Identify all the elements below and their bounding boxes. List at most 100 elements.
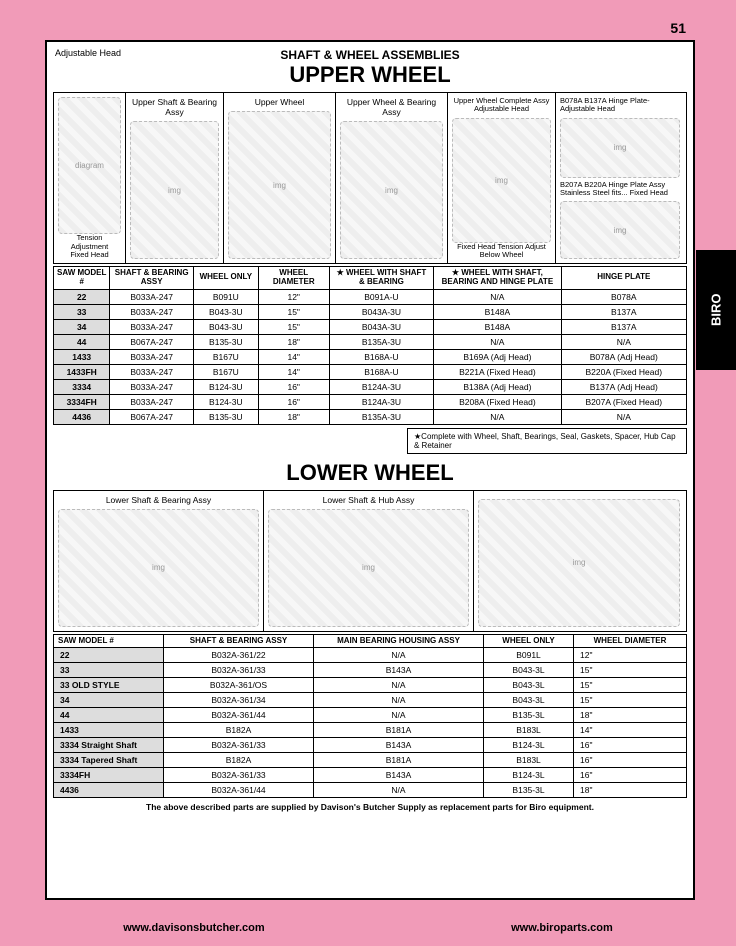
link-biroparts[interactable]: www.biroparts.com xyxy=(511,922,613,934)
cell-label: Lower Shaft & Bearing Assy xyxy=(106,495,211,505)
table-cell: B220A (Fixed Head) xyxy=(561,364,686,379)
table-cell: N/A xyxy=(561,334,686,349)
table-cell: 3334 Tapered Shaft xyxy=(54,753,164,768)
table-cell: B143A xyxy=(314,768,484,783)
table-cell: 1433 xyxy=(54,349,110,364)
table-row: 34B032A-361/34N/AB043-3L15" xyxy=(54,693,687,708)
table-cell: B043-3L xyxy=(484,678,574,693)
table-row: 1433B182AB181AB183L14" xyxy=(54,723,687,738)
table-cell: B033A-247 xyxy=(110,289,194,304)
col-saw-model: SAW MODEL # xyxy=(54,634,164,648)
table-cell: B148A xyxy=(434,304,561,319)
table-cell: 15" xyxy=(574,693,687,708)
table-cell: 16" xyxy=(258,394,329,409)
upper-image-row: diagram Tension Adjustment Fixed Head Up… xyxy=(53,92,687,264)
upper-shaft-bearing-cell: Upper Shaft & Bearing Assy img xyxy=(126,93,224,263)
table-cell: 14" xyxy=(258,364,329,379)
table-cell: B207A (Fixed Head) xyxy=(561,394,686,409)
table-row: 3334B033A-247B124-3U16"B124A-3UB138A (Ad… xyxy=(54,379,687,394)
table-cell: N/A xyxy=(561,409,686,424)
table-cell: B067A-247 xyxy=(110,409,194,424)
diagram-adjustable-fixed-head: diagram Tension Adjustment Fixed Head xyxy=(54,93,126,263)
table-cell: B043-3U xyxy=(193,319,258,334)
disclaimer-note: The above described parts are supplied b… xyxy=(53,802,687,812)
col-hinge-plate: HINGE PLATE xyxy=(561,267,686,290)
table-cell: B032A-361/33 xyxy=(164,738,314,753)
table-cell: B183L xyxy=(484,723,574,738)
side-tab-biro: BIRO xyxy=(696,250,736,370)
lower-wheel-table: SAW MODEL # SHAFT & BEARING ASSY MAIN BE… xyxy=(53,634,687,799)
col-wheel-diameter: WHEEL DIAMETER xyxy=(574,634,687,648)
col-wheel-shaft-bearing-hinge: ★ WHEEL WITH SHAFT, BEARING AND HINGE PL… xyxy=(434,267,561,290)
upper-footnote: ★Complete with Wheel, Shaft, Bearings, S… xyxy=(407,428,687,454)
table-cell: 4436 xyxy=(54,409,110,424)
table-cell: 18" xyxy=(258,334,329,349)
table-cell: B135-3L xyxy=(484,783,574,798)
link-davisons[interactable]: www.davisonsbutcher.com xyxy=(123,922,264,934)
lower-image-row: Lower Shaft & Bearing Assy img Lower Sha… xyxy=(53,490,687,632)
table-cell: 3334 xyxy=(54,379,110,394)
table-cell: B137A (Adj Head) xyxy=(561,379,686,394)
table-cell: 16" xyxy=(258,379,329,394)
lower-shaft-bearing-cell: Lower Shaft & Bearing Assy img xyxy=(54,491,264,631)
table-row: 3334 Straight ShaftB032A-361/33B143AB124… xyxy=(54,738,687,753)
table-cell: 16" xyxy=(574,768,687,783)
cell-label: Upper Wheel xyxy=(255,97,305,107)
table-cell: B043A-3U xyxy=(329,319,433,334)
table-cell: 1433FH xyxy=(54,364,110,379)
table-cell: B183L xyxy=(484,753,574,768)
table-cell: B124A-3U xyxy=(329,394,433,409)
table-cell: B078A (Adj Head) xyxy=(561,349,686,364)
table-cell: B091A-U xyxy=(329,289,433,304)
cell-label: Upper Wheel Complete Assy Adjustable Hea… xyxy=(452,97,551,114)
table-cell: B032A-361/22 xyxy=(164,648,314,663)
cell-label: Lower Shaft & Hub Assy xyxy=(323,495,415,505)
table-cell: B033A-247 xyxy=(110,319,194,334)
lower-shaft-hub-icon: img xyxy=(268,509,469,627)
table-cell: 16" xyxy=(574,738,687,753)
lower-wheel-icon: img xyxy=(478,499,680,627)
table-cell: B124-3U xyxy=(193,379,258,394)
table-cell: B124-3L xyxy=(484,768,574,783)
table-cell: B043-3L xyxy=(484,663,574,678)
table-cell: B032A-361/33 xyxy=(164,768,314,783)
table-cell: B032A-361/33 xyxy=(164,663,314,678)
fixed-head-note: Fixed Head Tension Adjust Below Wheel xyxy=(452,243,551,260)
table-row: 44B067A-247B135-3U18"B135A-3UN/AN/A xyxy=(54,334,687,349)
table-cell: B067A-247 xyxy=(110,334,194,349)
table-cell: 44 xyxy=(54,708,164,723)
table-cell: B078A xyxy=(561,289,686,304)
table-row: 22B033A-247B091U12"B091A-UN/AB078A xyxy=(54,289,687,304)
table-cell: B168A-U xyxy=(329,349,433,364)
table-cell: B169A (Adj Head) xyxy=(434,349,561,364)
table-cell: 15" xyxy=(574,678,687,693)
col-wheel-shaft-bearing: ★ WHEEL WITH SHAFT & BEARING xyxy=(329,267,433,290)
table-cell: N/A xyxy=(434,409,561,424)
table-row: 33B032A-361/33B143AB043-3L15" xyxy=(54,663,687,678)
col-main-bearing-housing: MAIN BEARING HOUSING ASSY xyxy=(314,634,484,648)
table-cell: 15" xyxy=(574,663,687,678)
table-cell: B135A-3U xyxy=(329,334,433,349)
table-cell: 18" xyxy=(574,708,687,723)
table-cell: B167U xyxy=(193,349,258,364)
lower-shaft-bearing-icon: img xyxy=(58,509,259,627)
table-row: 1433FHB033A-247B167U14"B168A-UB221A (Fix… xyxy=(54,364,687,379)
table-cell: 22 xyxy=(54,648,164,663)
table-row: 33 OLD STYLEB032A-361/OSN/AB043-3L15" xyxy=(54,678,687,693)
upper-header-row: SAW MODEL # SHAFT & BEARING ASSY WHEEL O… xyxy=(54,267,687,290)
table-cell: N/A xyxy=(314,693,484,708)
table-cell: B137A xyxy=(561,319,686,334)
upper-wheel-bearing-cell: Upper Wheel & Bearing Assy img xyxy=(336,93,448,263)
adjustable-head-label: Adjustable Head xyxy=(55,48,121,58)
table-cell: N/A xyxy=(314,648,484,663)
table-cell: 3334FH xyxy=(54,394,110,409)
table-cell: B143A xyxy=(314,738,484,753)
hinge-plate-fixed-icon: img xyxy=(560,201,680,259)
table-cell: 14" xyxy=(574,723,687,738)
table-cell: B033A-247 xyxy=(110,379,194,394)
table-cell: B168A-U xyxy=(329,364,433,379)
table-cell: 22 xyxy=(54,289,110,304)
table-cell: 18" xyxy=(574,783,687,798)
table-cell: B124-3L xyxy=(484,738,574,753)
table-cell: B124-3U xyxy=(193,394,258,409)
